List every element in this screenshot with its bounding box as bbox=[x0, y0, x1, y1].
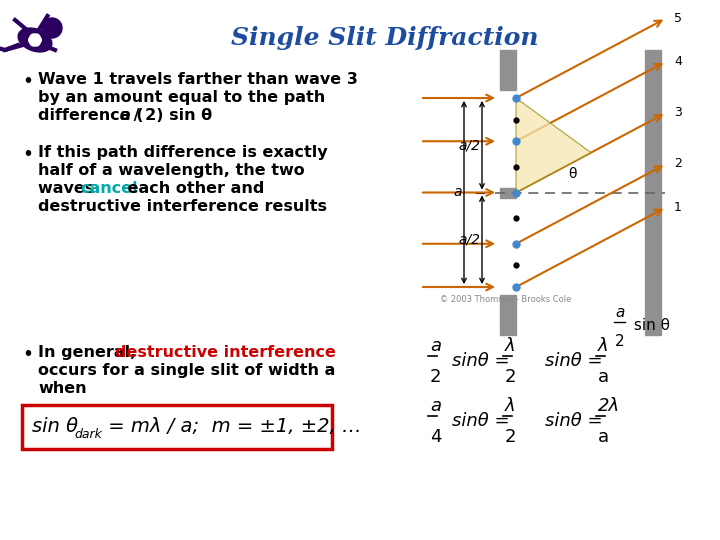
Text: 2: 2 bbox=[505, 368, 516, 386]
Text: 4: 4 bbox=[430, 428, 441, 446]
Text: •: • bbox=[22, 72, 33, 91]
Text: λ: λ bbox=[505, 397, 516, 415]
Circle shape bbox=[29, 34, 41, 46]
Text: sin θ: sin θ bbox=[629, 319, 670, 334]
Text: 2λ: 2λ bbox=[598, 397, 620, 415]
Text: a: a bbox=[454, 186, 462, 199]
Text: •: • bbox=[22, 345, 33, 364]
Bar bbox=[500, 187, 516, 198]
Text: In general,: In general, bbox=[38, 345, 142, 360]
Bar bbox=[500, 295, 516, 335]
Text: difference (: difference ( bbox=[38, 108, 143, 123]
Text: sinθ =: sinθ = bbox=[452, 412, 510, 430]
Text: 4: 4 bbox=[674, 55, 682, 68]
Text: a: a bbox=[430, 337, 441, 355]
Text: a: a bbox=[120, 108, 131, 123]
Text: sinθ =: sinθ = bbox=[452, 352, 510, 370]
Text: 2: 2 bbox=[505, 428, 516, 446]
Text: 1: 1 bbox=[674, 201, 682, 214]
Bar bbox=[500, 50, 516, 90]
Text: Wave 1 travels farther than wave 3: Wave 1 travels farther than wave 3 bbox=[38, 72, 358, 87]
Text: © 2003 Thomson - Brooks Cole: © 2003 Thomson - Brooks Cole bbox=[440, 295, 572, 304]
Text: waves: waves bbox=[38, 181, 100, 196]
Text: ★: ★ bbox=[9, 28, 55, 76]
Text: destructive interference: destructive interference bbox=[115, 345, 336, 360]
Text: sinθ =: sinθ = bbox=[545, 412, 603, 430]
Text: 2: 2 bbox=[674, 158, 682, 171]
Text: each other and: each other and bbox=[122, 181, 264, 196]
Text: θ: θ bbox=[568, 167, 577, 181]
Circle shape bbox=[42, 18, 62, 38]
Text: 2: 2 bbox=[615, 334, 625, 349]
Text: / 2) sin θ: / 2) sin θ bbox=[128, 108, 212, 123]
Polygon shape bbox=[516, 98, 591, 192]
Text: 3: 3 bbox=[674, 106, 682, 119]
Text: a: a bbox=[598, 368, 609, 386]
Bar bbox=[22, 405, 332, 449]
Text: a: a bbox=[430, 397, 441, 415]
Text: λ: λ bbox=[598, 337, 608, 355]
Text: occurs for a single slit of width a: occurs for a single slit of width a bbox=[38, 363, 336, 378]
Text: 2: 2 bbox=[430, 368, 441, 386]
Text: by an amount equal to the path: by an amount equal to the path bbox=[38, 90, 325, 105]
Text: a: a bbox=[615, 305, 624, 320]
Text: Single Slit Diffraction: Single Slit Diffraction bbox=[231, 26, 539, 50]
Text: •: • bbox=[22, 145, 33, 164]
Text: a: a bbox=[598, 428, 609, 446]
Text: destructive interference results: destructive interference results bbox=[38, 199, 327, 214]
Text: half of a wavelength, the two: half of a wavelength, the two bbox=[38, 163, 305, 178]
Text: sin θ: sin θ bbox=[32, 417, 78, 436]
Text: a/2: a/2 bbox=[458, 233, 480, 247]
Text: If this path difference is exactly: If this path difference is exactly bbox=[38, 145, 328, 160]
Text: when: when bbox=[38, 381, 86, 396]
Text: a/2: a/2 bbox=[458, 138, 480, 152]
Text: λ: λ bbox=[505, 337, 516, 355]
Text: = mλ / a;  m = ±1, ±2, …: = mλ / a; m = ±1, ±2, … bbox=[102, 417, 361, 436]
Text: sinθ =: sinθ = bbox=[545, 352, 603, 370]
Bar bbox=[645, 50, 661, 335]
Text: cancel: cancel bbox=[80, 181, 138, 196]
Text: 5: 5 bbox=[674, 12, 682, 25]
Text: dark: dark bbox=[74, 428, 102, 441]
Ellipse shape bbox=[18, 28, 52, 52]
